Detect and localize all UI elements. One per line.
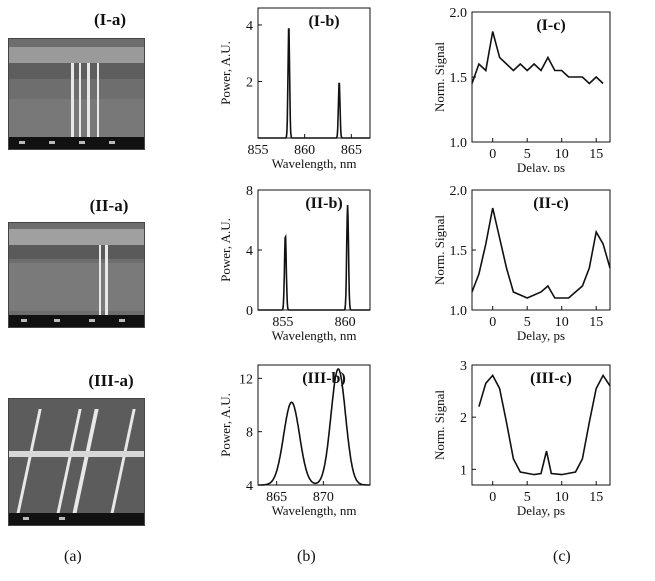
- x-axis-label: Delay, ps: [517, 160, 565, 172]
- y-axis-label: Norm. Signal: [432, 390, 447, 460]
- series-line: [258, 368, 370, 486]
- x-tick-label: 15: [589, 315, 603, 330]
- y-tick-label: 1: [460, 463, 467, 478]
- x-axis-label: Wavelength, nm: [272, 156, 357, 171]
- panel-title-III-a: (III-a): [88, 371, 134, 390]
- plot-frame: [257, 364, 371, 486]
- y-axis-label: Power, A.U.: [218, 393, 233, 457]
- y-tick-label: 2.0: [450, 6, 468, 21]
- chart-title: (III-c): [530, 370, 572, 387]
- x-axis-label: Wavelength, nm: [272, 503, 357, 518]
- x-tick-label: 15: [589, 147, 603, 162]
- y-tick-label: 4: [246, 244, 253, 259]
- column-caption-b: (b): [297, 548, 316, 565]
- y-tick-label: 0: [246, 304, 253, 319]
- series-line: [258, 28, 370, 139]
- y-tick-label: 2: [246, 75, 253, 90]
- series-line: [478, 373, 611, 476]
- x-tick-label: 15: [589, 490, 603, 505]
- x-axis-label: Wavelength, nm: [272, 328, 357, 343]
- series-line: [471, 31, 604, 85]
- x-tick-label: 865: [341, 143, 362, 158]
- x-tick-label: 860: [335, 315, 356, 330]
- y-axis-label: Power, A.U.: [218, 41, 233, 105]
- column-caption-a: (a): [64, 548, 82, 565]
- x-tick-label: 0: [489, 315, 496, 330]
- y-tick-label: 8: [246, 184, 253, 199]
- x-tick-label: 10: [555, 490, 569, 505]
- x-tick-label: 870: [313, 490, 334, 505]
- y-tick-label: 1.0: [450, 304, 468, 319]
- series-line: [258, 204, 370, 311]
- panel-title-II-a: (II-a): [89, 196, 129, 215]
- x-axis-label: Delay, ps: [517, 503, 565, 518]
- x-tick-label: 10: [555, 315, 569, 330]
- plot-frame: [471, 364, 611, 486]
- y-tick-label: 1.0: [450, 136, 468, 151]
- y-tick-label: 1.5: [450, 244, 468, 259]
- x-tick-label: 855: [248, 143, 269, 158]
- chart-I-c: 0 5 10 15 1.0 1.5 2.0 Delay, ps Norm. Signal (I-c…: [432, 6, 611, 172]
- x-tick-label: 5: [524, 147, 531, 162]
- column-caption-c: (c): [553, 548, 571, 565]
- sem-image-II-a: [8, 222, 145, 328]
- y-tick-label: 4: [246, 479, 253, 494]
- chart-III-c: 0 5 10 15 1 2 3 Delay, ps Norm. Signal (III-c): [432, 359, 611, 518]
- y-tick-label: 8: [246, 426, 253, 441]
- chart-title: (III-b): [302, 370, 346, 387]
- y-axis-label: Norm. Signal: [432, 215, 447, 285]
- x-tick-label: 860: [294, 143, 315, 158]
- sem-image-III-a: [8, 398, 145, 526]
- chart-III-b: 865 870 4 8 12 Wavelength, nm Power, A.U. (III-…: [218, 364, 371, 518]
- y-tick-label: 4: [246, 19, 253, 34]
- x-tick-label: 0: [489, 147, 496, 162]
- y-axis-label: Power, A.U.: [218, 218, 233, 282]
- x-axis-label: Delay, ps: [517, 328, 565, 343]
- panel-title-I-a: (I-a): [93, 10, 127, 29]
- series-line: [471, 207, 611, 299]
- x-tick-label: 0: [489, 490, 496, 505]
- chart-title: (I-c): [536, 17, 565, 34]
- x-tick-label: 855: [272, 315, 293, 330]
- sem-image-I-a: [8, 38, 145, 150]
- y-axis-label: Norm. Signal: [432, 42, 447, 112]
- y-tick-label: 2.0: [450, 184, 468, 199]
- x-tick-label: 5: [524, 490, 531, 505]
- y-tick-label: 2: [460, 411, 467, 426]
- x-tick-label: 10: [555, 147, 569, 162]
- chart-I-b: 855 860 865 2 4 Wavelength, nm Power, A.U. (I-b…: [218, 7, 371, 171]
- x-tick-label: 865: [266, 490, 287, 505]
- y-tick-label: 12: [239, 372, 253, 387]
- y-tick-label: 1.5: [450, 71, 468, 86]
- chart-II-c: 0 5 10 15 1.0 1.5 2.0 Delay, ps Norm. Signal (II-…: [432, 184, 611, 343]
- y-tick-label: 3: [460, 359, 467, 374]
- chart-title: (II-b): [305, 195, 342, 212]
- chart-II-b: 855 860 0 4 8 Wavelength, nm Power, A.U. (II-b): [218, 184, 371, 343]
- chart-title: (II-c): [533, 195, 569, 212]
- chart-title: (I-b): [308, 13, 339, 30]
- x-tick-label: 5: [524, 315, 531, 330]
